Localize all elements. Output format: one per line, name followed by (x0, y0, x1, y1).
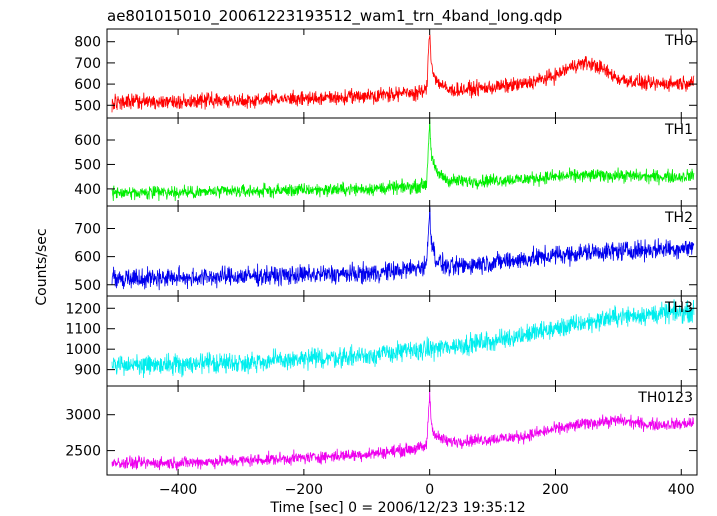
panel-label-th0123: TH0123 (637, 390, 693, 406)
y-tick-label: 800 (74, 35, 101, 51)
y-tick-label: 900 (74, 363, 101, 379)
y-tick-label: 1200 (65, 301, 101, 317)
panel-label-th3: TH3 (664, 300, 693, 316)
chart-title: ae801015010_20061223193512_wam1_trn_4ban… (107, 7, 562, 26)
panel-frame-th0123 (106, 385, 698, 476)
y-tick-label: 600 (74, 77, 101, 93)
panel-frame-th3 (106, 295, 698, 387)
y-axis-label: Counts/sec (34, 228, 50, 305)
x-tick-label: 0 (425, 482, 434, 498)
y-tick-label: 1100 (65, 322, 101, 338)
panel-label-th1: TH1 (664, 122, 693, 138)
y-tick-label: 700 (74, 222, 101, 238)
series-line-th1 (111, 117, 695, 202)
panels: 500 600 700 800 TH0 400 500 600 TH1 500 600 700 TH2 9… (65, 28, 698, 498)
series-line-th0 (111, 34, 695, 113)
series-line-th2 (111, 206, 695, 291)
panel-label-th0: TH0 (664, 33, 693, 49)
series-line-th0123 (111, 389, 695, 471)
y-tick-label: 400 (74, 182, 101, 198)
y-tick-label: 1000 (65, 342, 101, 358)
y-tick-label: 600 (74, 250, 101, 266)
x-tick-label: −200 (285, 482, 323, 498)
x-axis-label: Time [sec] 0 = 2006/12/23 19:35:12 (269, 500, 525, 516)
y-tick-label: 500 (74, 278, 101, 294)
panel-frame-th2 (106, 205, 698, 297)
x-tick-label: 200 (542, 482, 569, 498)
y-tick-label: 500 (74, 157, 101, 173)
x-tick-label: −400 (159, 482, 197, 498)
y-tick-label: 2500 (65, 444, 101, 460)
x-tick-label: 400 (668, 482, 695, 498)
y-tick-label: 700 (74, 56, 101, 72)
panel-label-th2: TH2 (664, 210, 693, 226)
y-tick-label: 500 (74, 98, 101, 114)
series-line-th3 (111, 299, 695, 379)
y-tick-label: 3000 (65, 408, 101, 424)
y-tick-label: 600 (74, 133, 101, 149)
